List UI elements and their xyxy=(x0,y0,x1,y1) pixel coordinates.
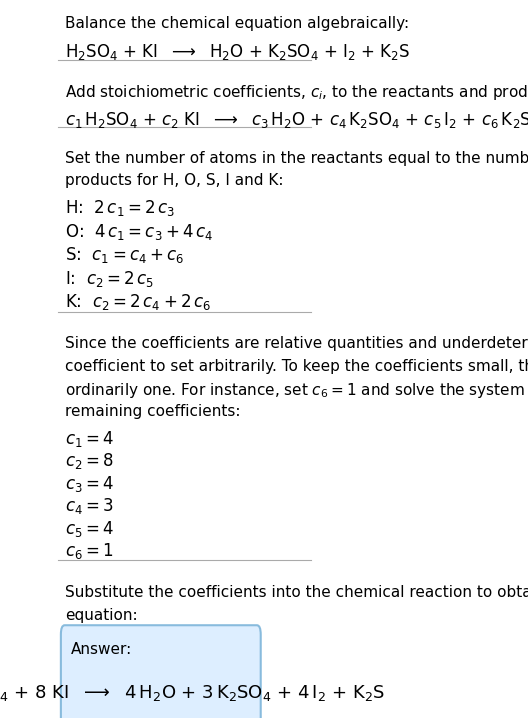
FancyBboxPatch shape xyxy=(61,625,261,718)
Text: K:  $c_2 = 2\,c_4 + 2\,c_6$: K: $c_2 = 2\,c_4 + 2\,c_6$ xyxy=(64,292,211,312)
Text: Add stoichiometric coefficients, $c_i$, to the reactants and products:: Add stoichiometric coefficients, $c_i$, … xyxy=(64,83,528,102)
Text: $4\,\mathregular{H_2SO_4}$ + 8 KI  $\longrightarrow$  $4\,\mathregular{H_2O}$ + : $4\,\mathregular{H_2SO_4}$ + 8 KI $\long… xyxy=(0,683,385,703)
Text: remaining coefficients:: remaining coefficients: xyxy=(64,404,240,419)
Text: Set the number of atoms in the reactants equal to the number of atoms in the: Set the number of atoms in the reactants… xyxy=(64,151,528,166)
Text: Balance the chemical equation algebraically:: Balance the chemical equation algebraica… xyxy=(64,16,409,31)
Text: Answer:: Answer: xyxy=(71,642,132,657)
Text: $\mathregular{H_2SO_4}$ + KI  $\longrightarrow$  $\mathregular{H_2O}$ + $\mathre: $\mathregular{H_2SO_4}$ + KI $\longright… xyxy=(64,42,410,62)
Text: O:  $4\,c_1 = c_3 + 4\,c_4$: O: $4\,c_1 = c_3 + 4\,c_4$ xyxy=(64,222,213,241)
Text: H:  $2\,c_1 = 2\,c_3$: H: $2\,c_1 = 2\,c_3$ xyxy=(64,198,175,218)
Text: products for H, O, S, I and K:: products for H, O, S, I and K: xyxy=(64,173,283,188)
Text: $c_1\,\mathregular{H_2SO_4}$ + $c_2$ KI  $\longrightarrow$  $c_3\,\mathregular{H: $c_1\,\mathregular{H_2SO_4}$ + $c_2$ KI … xyxy=(64,110,528,130)
Text: $c_4 = 3$: $c_4 = 3$ xyxy=(64,496,114,516)
Text: $c_5 = 4$: $c_5 = 4$ xyxy=(64,518,114,538)
Text: S:  $c_1 = c_4 + c_6$: S: $c_1 = c_4 + c_6$ xyxy=(64,245,184,265)
Text: I:  $c_2 = 2\,c_5$: I: $c_2 = 2\,c_5$ xyxy=(64,269,154,289)
Text: Substitute the coefficients into the chemical reaction to obtain the balanced: Substitute the coefficients into the che… xyxy=(64,585,528,600)
Text: coefficient to set arbitrarily. To keep the coefficients small, the arbitrary va: coefficient to set arbitrarily. To keep … xyxy=(64,359,528,374)
Text: ordinarily one. For instance, set $c_6 = 1$ and solve the system of equations fo: ordinarily one. For instance, set $c_6 =… xyxy=(64,381,528,401)
Text: $c_3 = 4$: $c_3 = 4$ xyxy=(64,474,114,494)
Text: $c_1 = 4$: $c_1 = 4$ xyxy=(64,429,114,449)
Text: Since the coefficients are relative quantities and underdetermined, choose a: Since the coefficients are relative quan… xyxy=(64,336,528,351)
Text: equation:: equation: xyxy=(64,608,137,623)
Text: $c_6 = 1$: $c_6 = 1$ xyxy=(64,541,113,561)
Text: $c_2 = 8$: $c_2 = 8$ xyxy=(64,451,114,471)
